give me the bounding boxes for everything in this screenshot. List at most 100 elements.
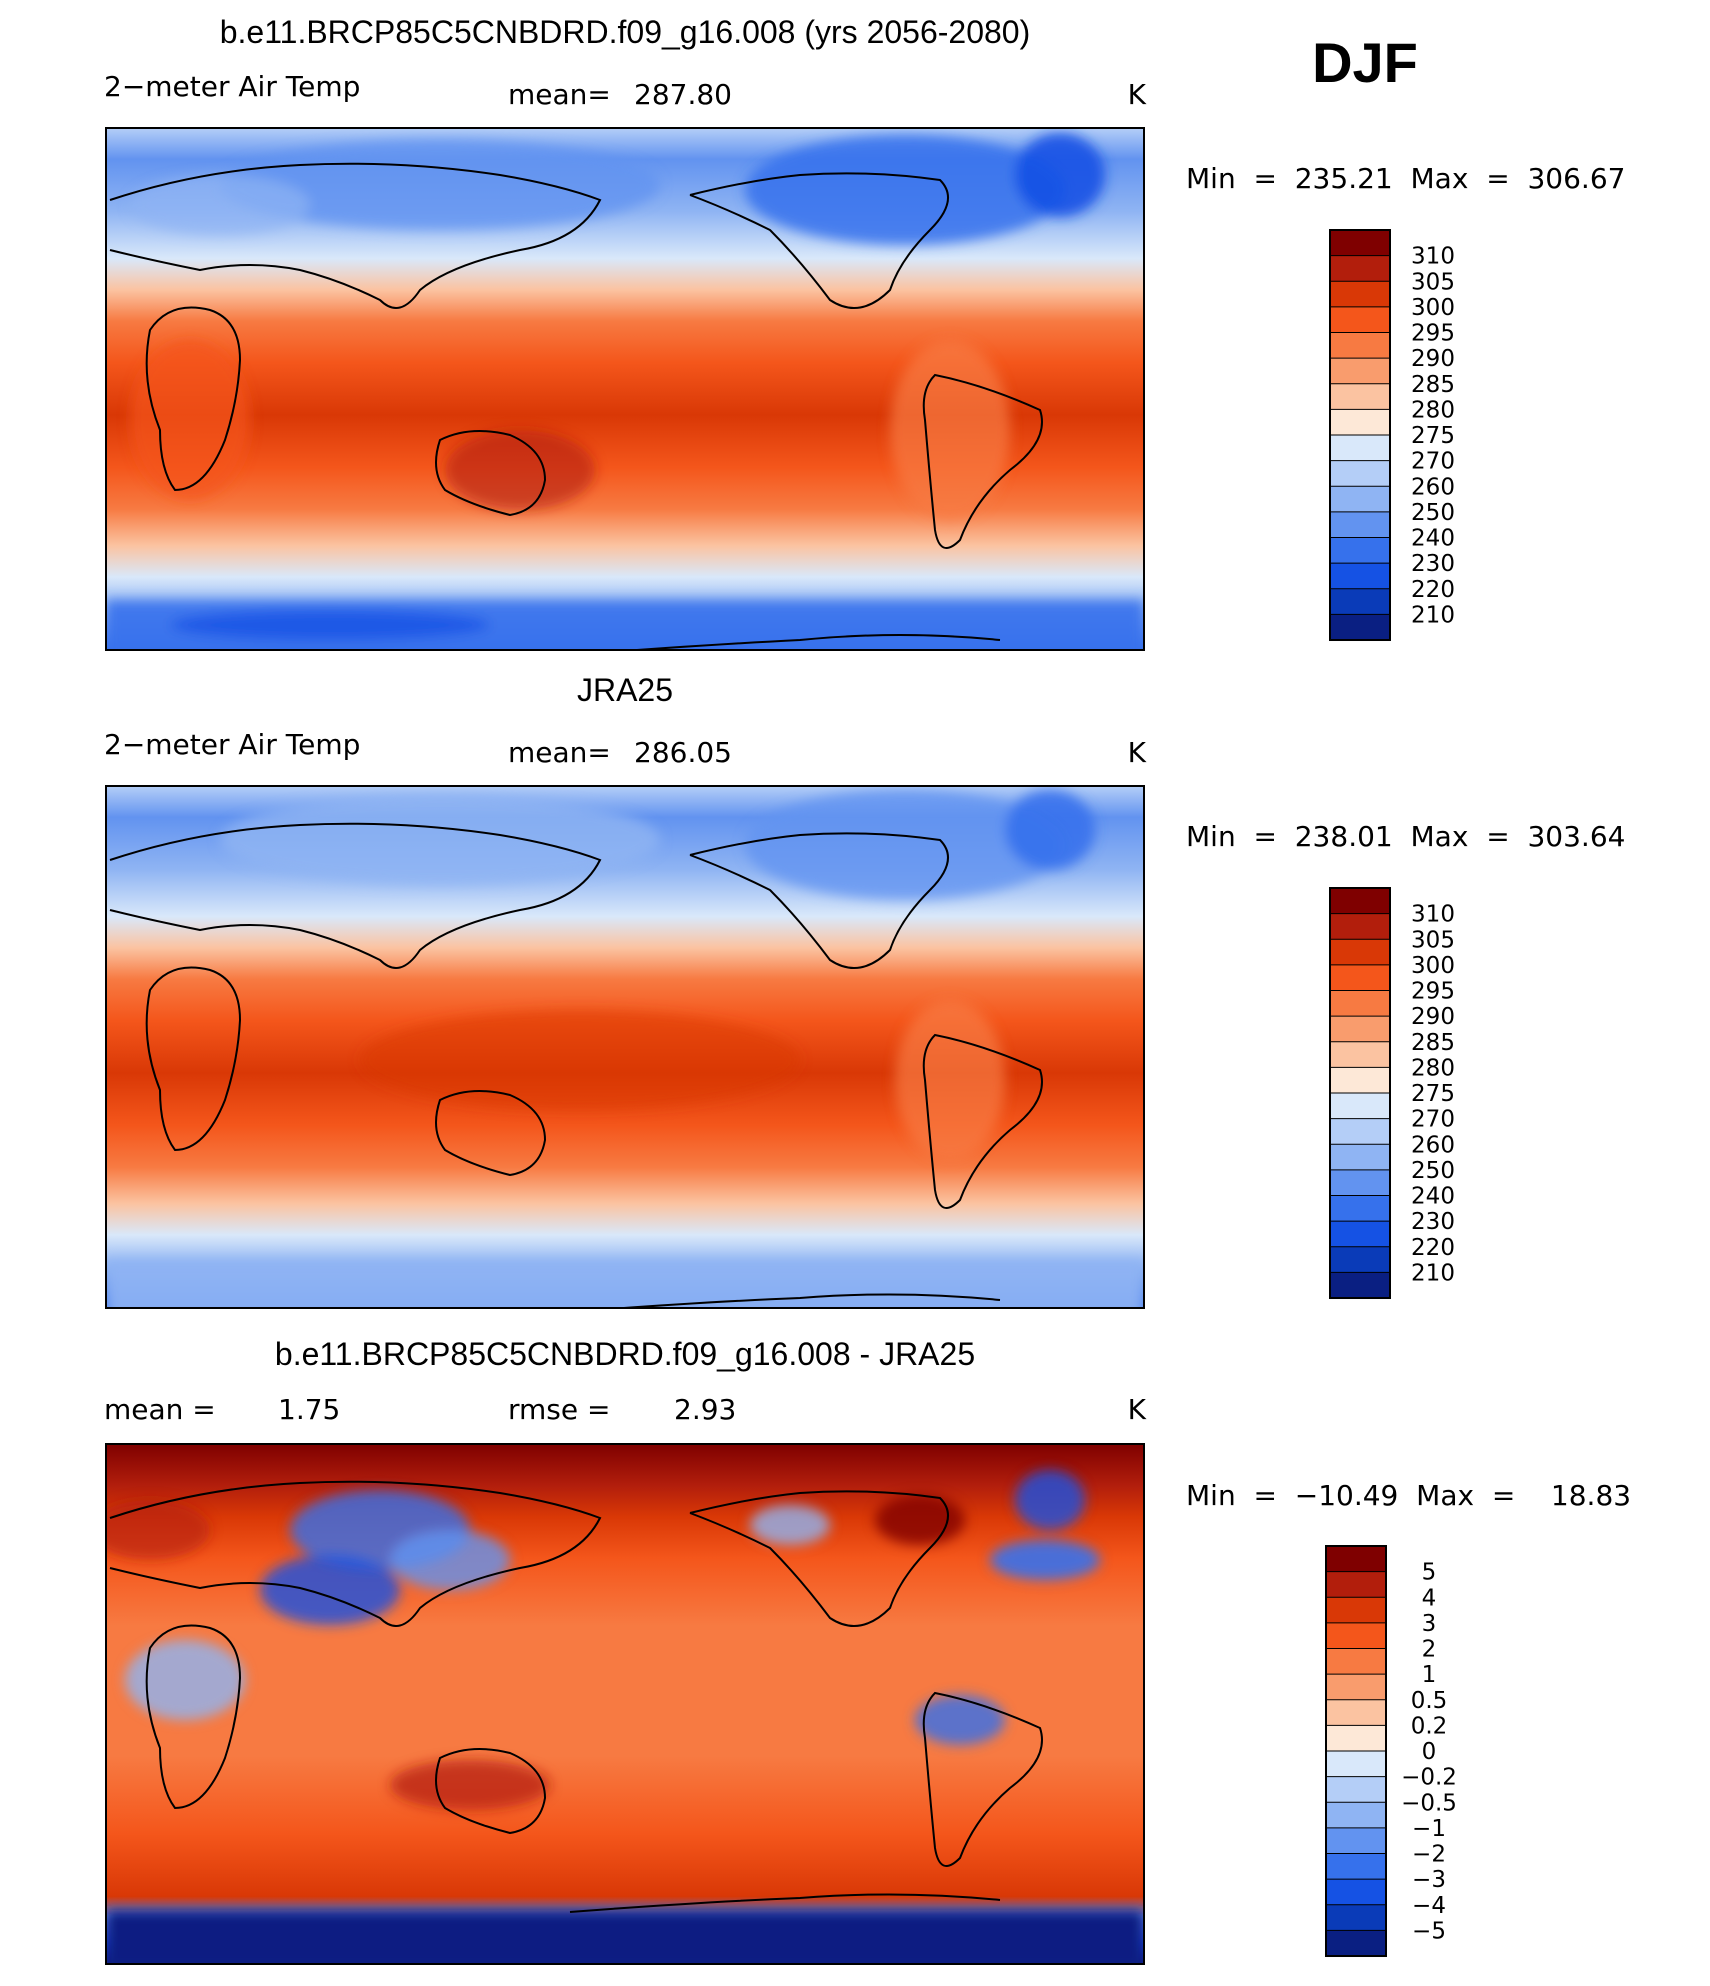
colorbar-tick-label: 290 [1411,1004,1455,1030]
colorbar-swatch [1329,511,1391,539]
colorbar-tick-label: 220 [1411,1235,1455,1261]
map-frame [105,1443,1145,1965]
colorbar-tick-label: 310 [1411,244,1455,270]
minmax-label: Min = 235.21 Max = 306.67 [1186,162,1625,195]
minmax-label: Min = 238.01 Max = 303.64 [1186,820,1625,853]
map-plot [106,128,1144,650]
colorbar-tick-label: −3 [1412,1867,1446,1893]
colorbar-tick-label: 300 [1411,295,1455,321]
colorbar-swatch [1325,1801,1387,1829]
colorbar-swatch [1329,990,1391,1018]
colorbar-swatch [1325,1878,1387,1906]
mean-value: 1.75 [278,1393,340,1426]
colorbar-swatch [1325,1724,1387,1753]
unit-label: K [1128,1393,1147,1426]
mean-label: mean = [104,1393,216,1426]
colorbar-frame [1329,229,1391,641]
map-plot [106,1444,1144,1964]
colorbar-swatch [1329,1246,1391,1274]
mean-value: 287.80 [634,78,732,111]
colorbar-swatch [1329,562,1391,590]
colorbar-tick-label: 5 [1422,1560,1437,1586]
colorbar-tick-label: 240 [1411,526,1455,552]
colorbar-tick-label: 260 [1411,1132,1455,1158]
colorbar-tick-label: 280 [1411,1055,1455,1081]
colorbar-tick-label: 4 [1422,1585,1437,1611]
colorbar-swatch [1329,1015,1391,1043]
rmse-label: rmse = [508,1393,610,1426]
mean-label: mean= [508,78,611,111]
colorbar-tick-label: 275 [1411,423,1455,449]
colorbar-frame [1325,1545,1387,1957]
mean-label: mean= [508,736,611,769]
colorbar: 3103053002952902852802752702602502402302… [1329,887,1455,1300]
colorbar-tick-label: 275 [1411,1081,1455,1107]
colorbar-tick-label: −1 [1412,1816,1446,1842]
panel-model: b.e11.BRCP85C5CNBDRD.f09_g16.008 (yrs 20… [104,14,1625,651]
colorbar-tick-label: 210 [1411,602,1455,628]
colorbar-swatch [1329,357,1391,385]
colorbar-tick-label: 210 [1411,1260,1455,1286]
panel-title: JRA25 [577,672,673,708]
mean-value: 286.05 [634,736,732,769]
colorbar-swatch [1329,1169,1391,1197]
colorbar-swatch [1329,964,1391,992]
colorbar-swatch [1329,887,1391,915]
colorbar-tick-label: 280 [1411,397,1455,423]
rmse-value: 2.93 [674,1393,736,1426]
colorbar-swatch [1329,306,1391,334]
unit-label: K [1128,78,1147,111]
map-frame [105,127,1145,651]
colorbar-swatch [1329,460,1391,488]
colorbar-swatch [1329,1195,1391,1223]
colorbar-swatch [1325,1673,1387,1701]
colorbar-tick-label: 285 [1411,372,1455,398]
colorbar-swatch [1325,1904,1387,1932]
colorbar-swatch [1329,485,1391,513]
colorbar-swatch [1325,1648,1387,1676]
colorbar-tick-label: 230 [1411,1209,1455,1235]
colorbar-tick-label: 250 [1411,1158,1455,1184]
colorbar-tick-label: 300 [1411,953,1455,979]
colorbar-swatch [1325,1571,1387,1599]
colorbar-tick-label: −2 [1412,1842,1446,1868]
variable-label: 2−meter Air Temp [104,728,360,761]
colorbar-swatch [1329,1143,1391,1171]
colorbar-tick-label: 220 [1411,577,1455,603]
colorbar-swatch [1329,913,1391,941]
minmax-label: Min = −10.49 Max = 18.83 [1186,1479,1631,1512]
colorbar-tick-label: −4 [1412,1893,1446,1919]
colorbar-swatch [1329,1066,1391,1095]
colorbar-swatch [1329,229,1391,257]
colorbar-swatch [1325,1622,1387,1650]
colorbar-tick-label: 305 [1411,927,1455,953]
colorbar-swatch [1329,588,1391,616]
colorbar-swatch [1325,1827,1387,1855]
colorbar-tick-label: 270 [1411,1107,1455,1133]
colorbar-tick-label: 310 [1411,902,1455,928]
colorbar-swatch [1329,1041,1391,1069]
colorbar-swatch [1329,408,1391,437]
colorbar-tick-label: 295 [1411,979,1455,1005]
colorbar: 3103053002952902852802752702602502402302… [1329,229,1455,642]
colorbar-swatch [1329,537,1391,565]
colorbar-swatch [1329,434,1391,462]
colorbar-tick-label: −0.2 [1401,1765,1457,1791]
colorbar-swatch [1329,255,1391,283]
variable-label: 2−meter Air Temp [104,70,360,103]
colorbar-tick-label: 0.5 [1411,1688,1448,1714]
colorbar-tick-label: 1 [1422,1662,1437,1688]
panel-title: b.e11.BRCP85C5CNBDRD.f09_g16.008 - JRA25 [275,1336,975,1372]
unit-label: K [1128,736,1147,769]
colorbar-swatch [1329,1092,1391,1120]
colorbar-tick-label: 305 [1411,269,1455,295]
colorbar-tick-label: 3 [1422,1611,1437,1637]
colorbar-swatch [1329,332,1391,360]
colorbar-tick-label: 230 [1411,551,1455,577]
map-frame [105,785,1145,1309]
colorbar-tick-label: −5 [1412,1918,1446,1944]
colorbar-swatch [1325,1750,1387,1778]
colorbar-tick-label: 285 [1411,1030,1455,1056]
colorbar-tick-label: 0.2 [1411,1713,1448,1739]
colorbar-tick-label: 295 [1411,321,1455,347]
